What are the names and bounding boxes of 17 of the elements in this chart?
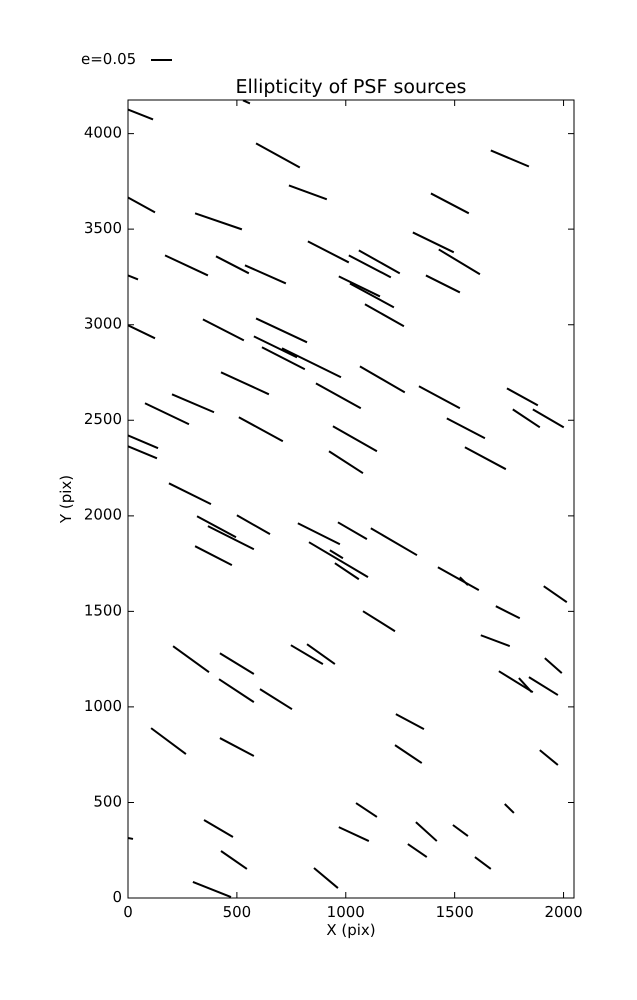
y-tick-label: 0 <box>112 888 122 906</box>
x-axis-title: X (pix) <box>326 920 376 939</box>
x-tick-label: 500 <box>222 902 252 921</box>
x-tick-label: 1000 <box>326 902 365 921</box>
x-tick-label: 1500 <box>436 902 474 921</box>
text: e=0.05 <box>81 50 136 68</box>
y-axis-title: Y (pix) <box>56 474 75 524</box>
y-tick-label: 2000 <box>84 506 122 524</box>
y-tick-label: 500 <box>93 792 122 810</box>
y-tick-label: 1500 <box>84 601 122 620</box>
y-tick-label: 3500 <box>84 219 122 238</box>
y-tick-label: 2500 <box>84 410 122 428</box>
y-tick-label: 4000 <box>84 124 122 142</box>
chart-title: Ellipticity of PSF sources <box>236 76 466 98</box>
x-tick-label: 2000 <box>544 902 583 921</box>
y-tick-label: 1000 <box>84 696 122 715</box>
y-tick-label: 3000 <box>84 314 122 333</box>
